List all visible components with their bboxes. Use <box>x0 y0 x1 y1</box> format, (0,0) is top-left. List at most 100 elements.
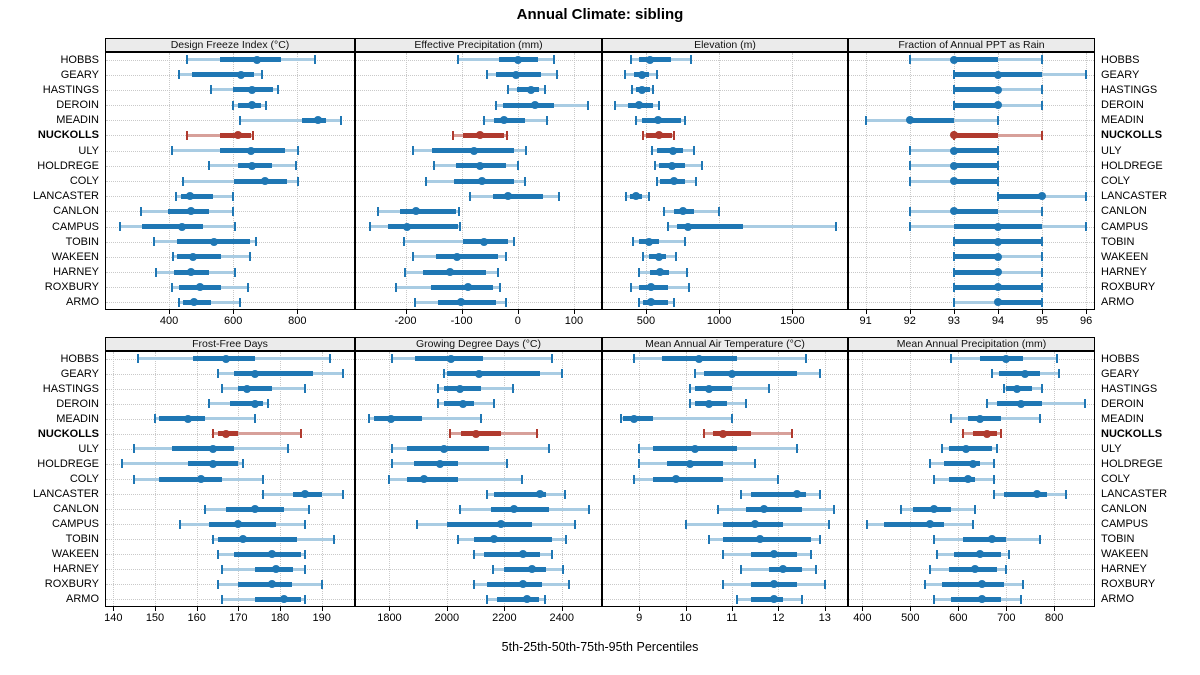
iqr-bar <box>435 254 498 260</box>
whisker-cap-5th <box>494 100 497 110</box>
iqr-bar <box>446 521 532 527</box>
whisker-cap-95th <box>563 489 566 499</box>
iqr-bar <box>639 57 671 63</box>
iqr-bar <box>238 386 272 392</box>
median-dot <box>993 70 1002 79</box>
axis-tick <box>113 607 115 611</box>
axis-tick <box>1054 607 1056 611</box>
whisker-cap-5th <box>171 252 174 262</box>
iqr-bar <box>234 178 288 184</box>
iqr-bar <box>209 521 276 527</box>
median-dot <box>447 354 456 363</box>
axis-tick <box>169 310 171 314</box>
whisker-cap-5th <box>637 267 640 277</box>
median-dot <box>760 505 769 514</box>
whisker-cap-5th <box>181 176 184 186</box>
whisker-cap-95th <box>458 222 461 232</box>
iqr-bar <box>953 132 998 138</box>
station-label-left: HOLDREGE <box>37 159 99 172</box>
station-label-left: CAMPUS <box>51 518 99 531</box>
axis-tick-label: 160 <box>187 612 206 624</box>
axis-tick-label: 170 <box>229 612 248 624</box>
station-label-right: HOLDREGE <box>1101 159 1163 172</box>
whisker-cap-5th <box>220 564 223 574</box>
median-dot <box>476 161 485 170</box>
median-dot <box>679 207 688 216</box>
whisker-cap-95th <box>996 146 999 156</box>
median-dot <box>669 146 678 155</box>
whisker-cap-95th <box>552 55 555 65</box>
whisker-cap-95th <box>996 115 999 125</box>
whisker-cap-95th <box>233 267 236 277</box>
iqr-bar <box>722 536 811 542</box>
median-dot <box>704 384 713 393</box>
median-dot <box>769 595 778 604</box>
median-dot <box>510 505 519 514</box>
iqr-bar <box>909 117 954 123</box>
whisker-cap-5th <box>689 384 692 394</box>
iqr-bar <box>745 506 802 512</box>
whisker-cap-5th <box>624 70 627 80</box>
iqr-bar <box>423 269 486 275</box>
median-dot <box>949 207 958 216</box>
whisker-cap-95th <box>833 504 836 514</box>
whisker-cap-95th <box>647 191 650 201</box>
whisker-cap-95th <box>505 252 507 262</box>
whisker-cap-5th <box>637 297 640 307</box>
station-label-left: ARMO <box>66 296 99 309</box>
median-dot <box>186 268 195 277</box>
whisker-cap-5th <box>962 429 965 439</box>
gridline-horizontal <box>356 494 601 496</box>
iqr-bar <box>234 551 301 557</box>
station-label-right: ROXBURY <box>1101 578 1156 591</box>
whisker-cap-95th <box>1041 85 1044 95</box>
panel-header: Mean Annual Precipitation (mm) <box>848 337 1095 351</box>
whisker-cap-95th <box>525 146 528 156</box>
whisker-cap-5th <box>735 594 738 604</box>
whisker-cap-5th <box>491 564 494 574</box>
whisker-cap-5th <box>653 161 656 171</box>
whisker-cap-5th <box>468 191 471 201</box>
iqr-bar <box>474 536 552 542</box>
whisker-cap-5th <box>899 504 902 514</box>
whisker-line <box>620 417 732 421</box>
median-dot <box>504 192 513 201</box>
iqr-bar <box>967 416 1002 422</box>
whisker-cap-95th <box>586 100 589 110</box>
median-dot <box>1033 490 1042 499</box>
whisker-cap-95th <box>238 297 241 307</box>
axis-tick-label: 2200 <box>492 612 517 624</box>
iqr-bar <box>948 446 992 452</box>
station-label-right: HOBBS <box>1101 53 1140 66</box>
station-label-left: NUCKOLLS <box>37 427 99 440</box>
axis-tick-label: 9 <box>636 612 643 624</box>
axis-tick <box>573 310 575 314</box>
whisker-cap-95th <box>1041 130 1044 140</box>
station-label-right: CAMPUS <box>1101 220 1149 233</box>
median-dot <box>301 490 309 499</box>
iqr-bar <box>504 566 546 572</box>
whisker-line <box>953 133 1043 137</box>
whisker-cap-95th <box>730 414 733 424</box>
whisker-line <box>121 462 243 466</box>
whisker-cap-5th <box>485 70 488 80</box>
whisker-cap-5th <box>703 429 706 439</box>
median-dot <box>975 550 984 559</box>
axis-tick-label: 96 <box>1080 315 1093 327</box>
whisker-cap-5th <box>391 459 394 469</box>
whisker-cap-5th <box>666 222 669 232</box>
whisker-cap-5th <box>394 282 397 292</box>
station-label-right: COLY <box>1101 473 1131 485</box>
whisker-cap-5th <box>220 594 223 604</box>
median-dot <box>186 207 195 216</box>
median-dot <box>1016 399 1025 408</box>
gridline-horizontal <box>603 196 847 198</box>
gridline-horizontal <box>356 105 601 107</box>
median-dot <box>196 475 205 483</box>
whisker-cap-95th <box>1041 252 1044 262</box>
whisker-cap-95th <box>674 252 677 262</box>
station-label-left: ARMO <box>66 593 99 606</box>
whisker-cap-5th <box>448 429 451 439</box>
